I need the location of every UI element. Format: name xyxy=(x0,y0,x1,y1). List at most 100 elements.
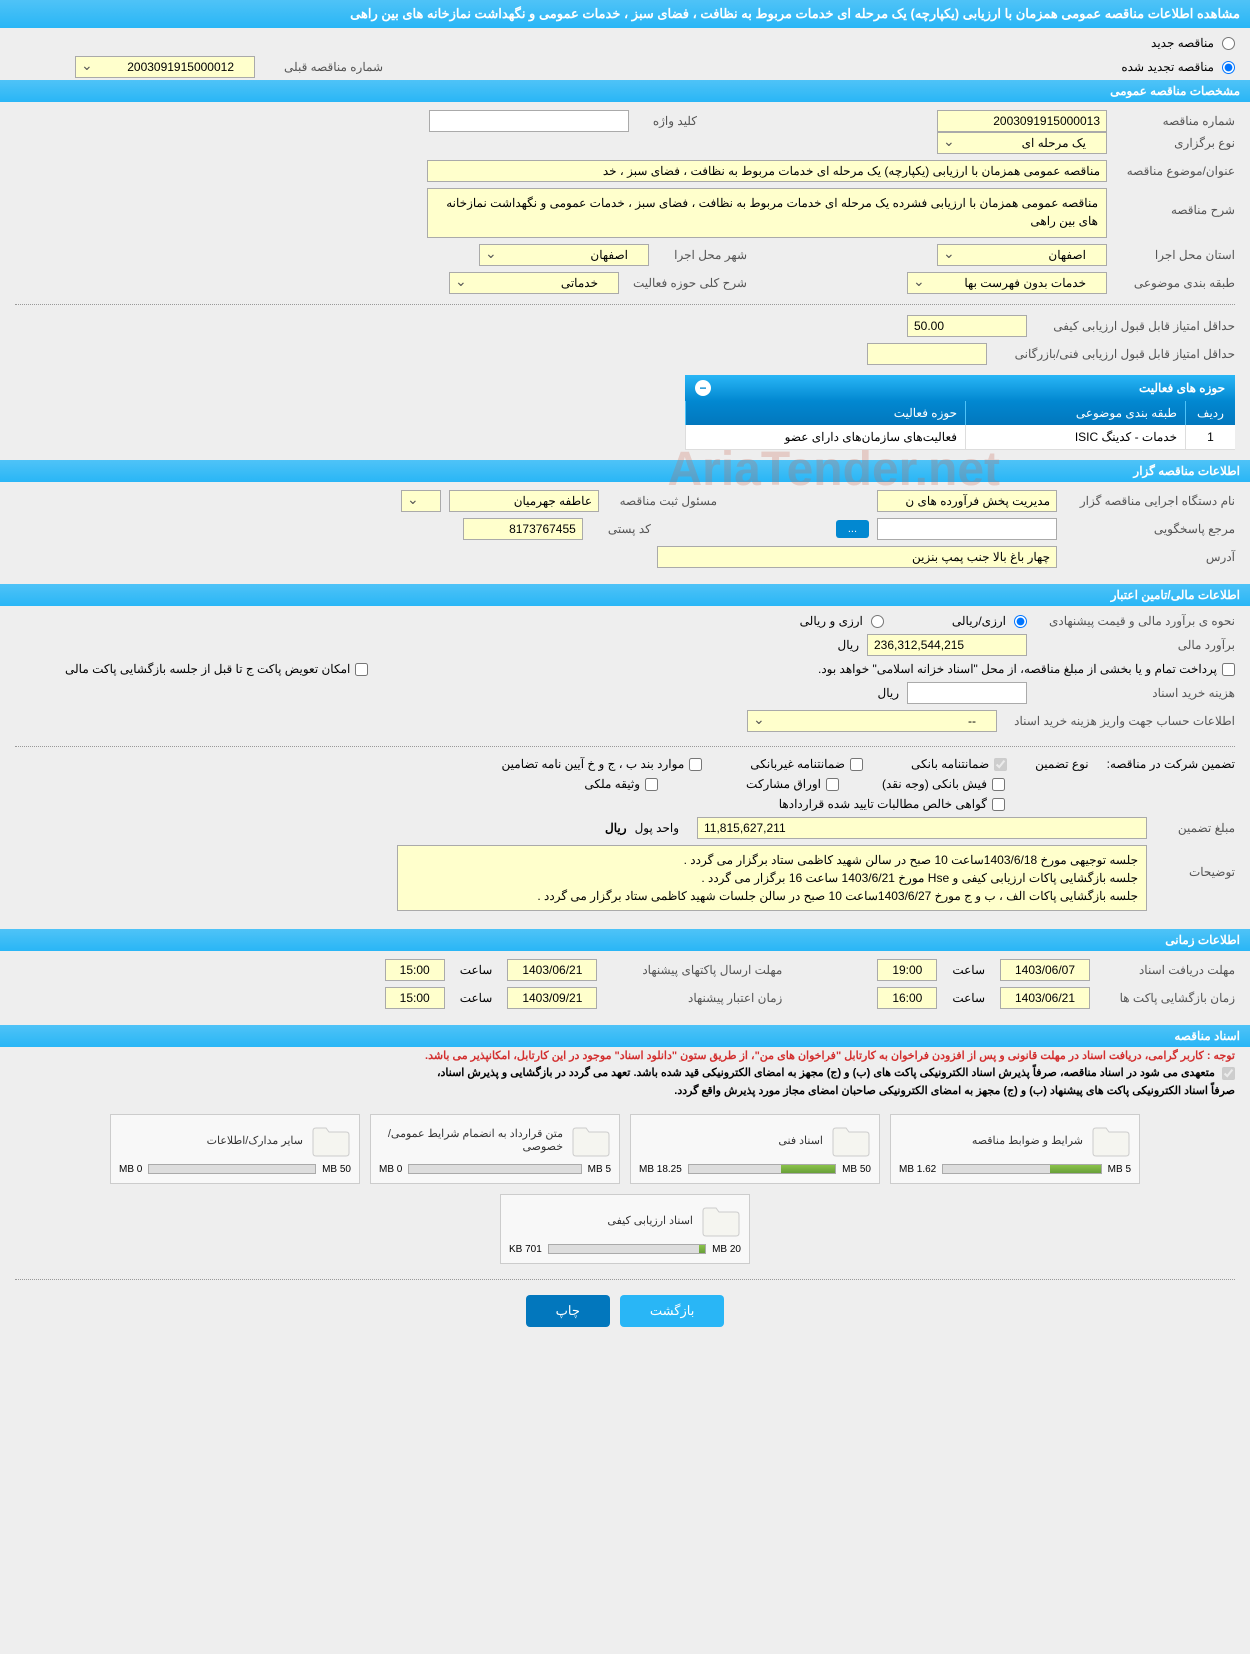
min-quality-label: حداقل امتیاز قابل قبول ارزیابی کیفی xyxy=(1035,319,1235,333)
divider xyxy=(15,304,1235,305)
collapse-icon[interactable]: − xyxy=(695,380,711,396)
chk-bonds[interactable]: اوراق مشارکت xyxy=(746,777,839,791)
doc-used: 701 KB xyxy=(509,1244,542,1255)
receive-label: مهلت دریافت اسناد xyxy=(1105,963,1235,977)
radio-renewed-tender[interactable]: مناقصه تجدید شده xyxy=(1121,60,1235,74)
address-label: آدرس xyxy=(1065,550,1235,564)
folder-icon xyxy=(701,1203,741,1238)
postal-label: کد پستی xyxy=(591,522,651,536)
registrar-label: مسئول ثبت مناقصه xyxy=(607,494,717,508)
radio-riyal[interactable]: ارزی/ریالی xyxy=(952,614,1027,628)
radio-both[interactable]: ارزی و ریالی xyxy=(800,614,884,628)
account-info-label: اطلاعات حساب جهت واریز هزینه خرید اسناد xyxy=(1005,714,1235,728)
folder-icon xyxy=(311,1123,351,1158)
radio-renewed-input[interactable] xyxy=(1222,61,1235,74)
registrar-select[interactable] xyxy=(401,490,441,512)
response-label: مرجع پاسخگویی xyxy=(1065,522,1235,536)
tender-type-radio-group: مناقصه جدید مناقصه تجدید شده شماره مناقص… xyxy=(0,28,1250,78)
radio-renewed-label: مناقصه تجدید شده xyxy=(1121,60,1214,74)
validity-time: 15:00 xyxy=(385,987,445,1009)
submit-label: مهلت ارسال پاکتهای پیشنهاد xyxy=(612,963,782,977)
notes-field: جلسه توجیهی مورخ 1403/6/18ساعت 10 صبح در… xyxy=(397,845,1147,911)
time-word: ساعت xyxy=(952,963,985,977)
section-organizer-header: اطلاعات مناقصه گزار xyxy=(0,460,1250,482)
min-quality-field: 50.00 xyxy=(907,315,1027,337)
activity-table: حوزه های فعالیت − ردیف طبقه بندی موضوعی … xyxy=(685,375,1235,450)
folder-icon xyxy=(831,1123,871,1158)
doc-used: 0 MB xyxy=(379,1164,402,1175)
province-label: استان محل اجرا xyxy=(1115,248,1235,262)
doc-total: 20 MB xyxy=(712,1244,741,1255)
category-select[interactable]: خدمات بدون فهرست بها xyxy=(907,272,1107,294)
keyword-label: کلید واژه xyxy=(637,114,697,128)
unit-label: واحد پول xyxy=(635,821,679,835)
type-select[interactable]: یک مرحله ای xyxy=(937,132,1107,154)
guarantee-type-label: نوع تضمین xyxy=(1035,757,1088,771)
back-button[interactable]: بازگشت xyxy=(620,1295,724,1327)
doc-used: 0 MB xyxy=(119,1164,142,1175)
chk-bank-receipt[interactable]: فیش بانکی (وجه نقد) xyxy=(882,777,1005,791)
more-button[interactable]: ... xyxy=(836,520,869,538)
page-title: مشاهده اطلاعات مناقصه عمومی همزمان با ار… xyxy=(350,6,1240,21)
col-header-row: ردیف xyxy=(1185,401,1235,425)
chk-property[interactable]: وثیقه ملکی xyxy=(584,777,658,791)
currency-label: ریال xyxy=(837,638,859,652)
exchange-note-checkbox[interactable]: امکان تعویض پاکت ج تا قبل از جلسه بازگشا… xyxy=(65,662,368,676)
doc-total: 50 MB xyxy=(322,1164,351,1175)
account-info-select[interactable]: -- xyxy=(747,710,997,732)
notice-2: صرفاً اسناد الکترونیکی پاکت های پیشنهاد … xyxy=(0,1082,1250,1099)
opening-time: 16:00 xyxy=(877,987,937,1009)
amount-label: مبلغ تضمین xyxy=(1155,821,1235,835)
subject-label: عنوان/موضوع مناقصه xyxy=(1115,164,1235,178)
doc-title: شرایط و ضوابط مناقصه xyxy=(899,1134,1083,1147)
response-field[interactable] xyxy=(877,518,1057,540)
time-word3: ساعت xyxy=(952,991,985,1005)
divider xyxy=(15,746,1235,747)
doc-card[interactable]: اسناد ارزیابی کیفی 20 MB 701 KB xyxy=(500,1194,750,1264)
guarantee-title: تضمین شرکت در مناقصه: xyxy=(1107,757,1235,771)
radio-new-tender[interactable]: مناقصه جدید xyxy=(15,36,1235,50)
min-tech-field xyxy=(867,343,987,365)
min-tech-label: حداقل امتیاز قابل قبول ارزیابی فنی/بازرگ… xyxy=(995,347,1235,361)
doc-card[interactable]: متن قرارداد به انضمام شرایط عمومی/خصوصی … xyxy=(370,1114,620,1184)
folder-icon xyxy=(1091,1123,1131,1158)
doc-total: 50 MB xyxy=(842,1164,871,1175)
print-button[interactable]: چاپ xyxy=(526,1295,610,1327)
city-select[interactable]: اصفهان xyxy=(479,244,649,266)
organizer-area: نام دستگاه اجرایی مناقصه گزار مدیریت پخش… xyxy=(0,482,1250,582)
radio-new-label: مناقصه جدید xyxy=(1151,36,1214,50)
submit-time: 15:00 xyxy=(385,959,445,981)
section-documents-header: اسناد مناقصه xyxy=(0,1025,1250,1047)
cell-row: 1 xyxy=(1185,425,1235,449)
documents-grid: شرایط و ضوابط مناقصه 5 MB 1.62 MB اسناد … xyxy=(0,1099,1250,1279)
receive-date: 1403/06/07 xyxy=(1000,959,1090,981)
col-header-domain: حوزه فعالیت xyxy=(685,401,965,425)
field-desc-label: شرح کلی حوزه فعالیت xyxy=(627,276,747,290)
receive-time: 19:00 xyxy=(877,959,937,981)
chk-net-claims[interactable]: گواهی خالص مطالبات تایید شده قراردادها xyxy=(779,797,1005,811)
progress-bar xyxy=(548,1244,706,1254)
guarantee-area: تضمین شرکت در مناقصه: نوع تضمین ضمانتنام… xyxy=(0,757,1250,927)
doc-card[interactable]: سایر مدارک/اطلاعات 50 MB 0 MB xyxy=(110,1114,360,1184)
progress-bar xyxy=(408,1164,581,1174)
timing-area: مهلت دریافت اسناد 1403/06/07 ساعت 19:00 … xyxy=(0,951,1250,1023)
doc-used: 1.62 MB xyxy=(899,1164,936,1175)
doc-title: اسناد ارزیابی کیفی xyxy=(509,1214,693,1227)
org-field: مدیریت پخش فرآورده های ن xyxy=(877,490,1057,512)
province-select[interactable]: اصفهان xyxy=(937,244,1107,266)
desc-label: شرح مناقصه xyxy=(1115,188,1235,217)
doc-card[interactable]: شرایط و ضوابط مناقصه 5 MB 1.62 MB xyxy=(890,1114,1140,1184)
keyword-field[interactable] xyxy=(429,110,629,132)
prev-number-select[interactable]: 2003091915000012 xyxy=(75,56,255,78)
progress-bar xyxy=(148,1164,316,1174)
purchase-cost-field[interactable] xyxy=(907,682,1027,704)
field-desc-select[interactable]: خدماتی xyxy=(449,272,619,294)
chk-cases[interactable]: موارد بند ب ، ج و خ آیین نامه تضامین xyxy=(502,757,703,771)
table-row: 1 خدمات - کدینگ ISIC فعالیت‌های سازمان‌ه… xyxy=(685,425,1235,450)
chk-nonbank[interactable]: ضمانتنامه غیربانکی xyxy=(750,757,863,771)
doc-card[interactable]: اسناد فنی 50 MB 18.25 MB xyxy=(630,1114,880,1184)
payment-note-checkbox[interactable]: پرداخت تمام و یا بخشی از مبلغ مناقصه، از… xyxy=(818,662,1235,676)
radio-new-input[interactable] xyxy=(1222,37,1235,50)
cell-category: خدمات - کدینگ ISIC xyxy=(965,425,1185,449)
chk-bank-guarantee[interactable]: ضمانتنامه بانکی xyxy=(911,757,1007,771)
